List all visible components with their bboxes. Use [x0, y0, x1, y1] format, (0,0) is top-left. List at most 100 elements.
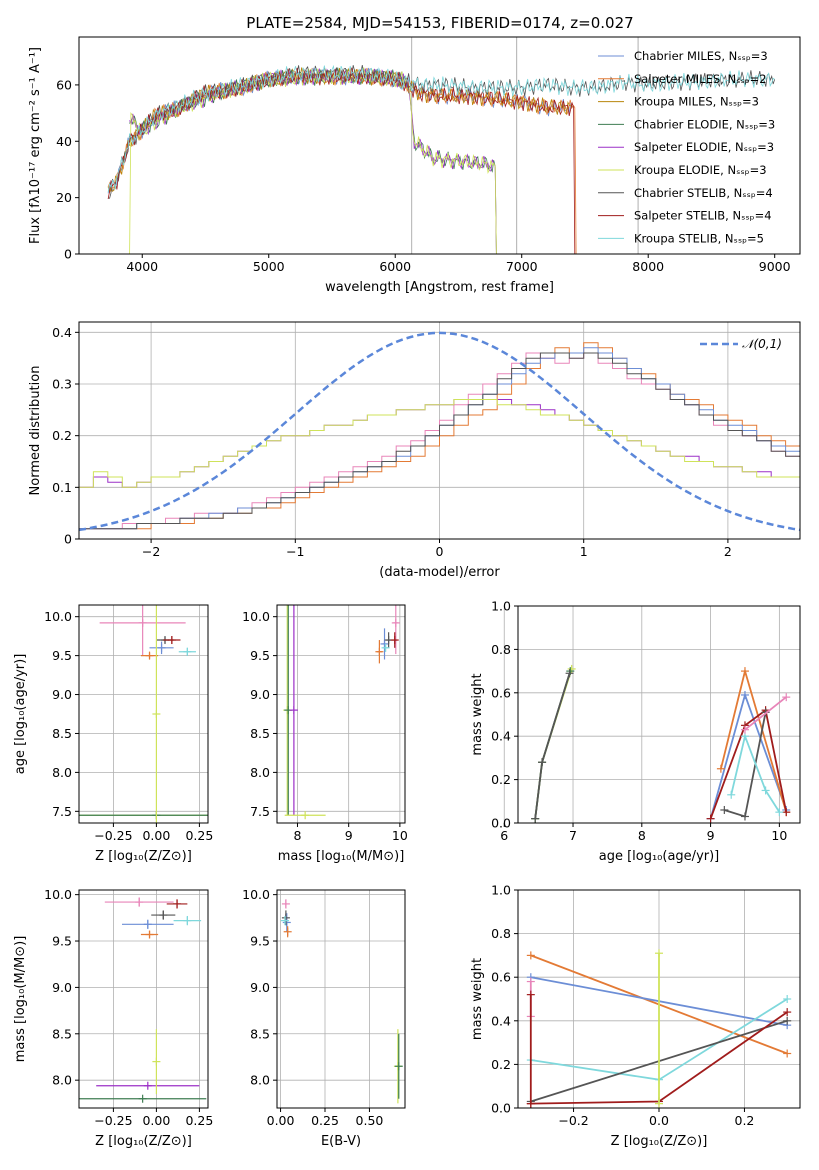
x-tick-label: 9	[345, 828, 353, 843]
age_Z-chart: −0.25 0.00 0.25 7.5 8.0 8.5 9.0 9.5 10.0 Z [log₁₀…	[13, 604, 213, 864]
x-tick-label: 7000	[506, 259, 538, 274]
y-tick-label: 9.5	[52, 934, 72, 949]
y-tick-label: 9.5	[250, 934, 270, 949]
y-tick-label: 9.5	[52, 648, 72, 663]
axes-frame	[78, 604, 209, 824]
x-tick-label: −0.2	[558, 1113, 588, 1128]
spectrum-chart: 4000 5000 6000 7000 8000 9000 0 20 40 60 wavelengt…	[28, 36, 801, 295]
x-tick-label: 0.0	[649, 1113, 669, 1128]
errorbar-points	[79, 897, 207, 1103]
x-tick-label: 5000	[253, 259, 285, 274]
axes-frame	[78, 889, 209, 1109]
legend-label: Chabrier MILES, Nₛₛₚ=3	[634, 49, 768, 63]
residuals-chart: −2 −1 0 1 2 0 0.1 0.2 0.3 0.4 (data-model)/error No…	[28, 321, 801, 580]
axes-frame	[78, 36, 801, 255]
y-axis-label: age [log₁₀(age/yr)]	[13, 654, 28, 775]
y-tick-label: 40	[56, 134, 72, 149]
y-tick-label: 8.0	[250, 765, 270, 780]
legend-label: Salpeter MILES, Nₛₛₚ=2	[634, 72, 767, 86]
y-tick-label: 20	[56, 190, 72, 205]
y-tick-label: 9.0	[250, 980, 270, 995]
residual-steps	[79, 331, 800, 532]
legend-label: Salpeter STELIB, Nₛₛₚ=4	[634, 209, 772, 223]
y-tick-label: 0.0	[491, 816, 511, 831]
gaussian-curve	[79, 331, 800, 532]
y-tick-label: 9.5	[250, 648, 270, 663]
y-tick-label: 8.5	[250, 1026, 270, 1041]
x-tick-label: 0.00	[267, 1113, 295, 1128]
histogram-step	[79, 399, 800, 488]
y-tick-label: 0.3	[52, 377, 72, 392]
y-tick-label: 10.0	[242, 887, 270, 902]
legend-label: 𝒩(0,1)	[742, 337, 782, 351]
legend-label: Kroupa STELIB, Nₛₛₚ=5	[634, 231, 764, 245]
x-tick-label: 2	[724, 544, 732, 559]
y-tick-label: 60	[56, 77, 72, 92]
legend-label: Chabrier STELIB, Nₛₛₚ=4	[634, 186, 773, 200]
y-tick-label: 10.0	[44, 887, 72, 902]
mass_Z-chart: −0.25 0.00 0.25 8.0 8.5 9.0 9.5 10.0 Z [log₁₀(Z/…	[13, 887, 213, 1149]
x-tick-label: 4000	[126, 259, 158, 274]
y-tick-label: 0.2	[52, 428, 72, 443]
spectrum-lines	[107, 64, 776, 254]
y-tick-label: 0	[64, 247, 72, 262]
y-tick-label: 9.0	[250, 687, 270, 702]
series-line	[107, 67, 577, 254]
x-tick-label: 6000	[379, 259, 411, 274]
axes-frame	[517, 605, 801, 824]
x-tick-label: 0	[436, 544, 444, 559]
x-tick-label: 0.25	[311, 1113, 339, 1128]
figure-title: PLATE=2584, MJD=54153, FIBERID=0174, z=0…	[246, 14, 633, 32]
y-tick-label: 8.0	[52, 765, 72, 780]
legend-label: Kroupa ELODIE, Nₛₛₚ=3	[634, 163, 767, 177]
x-tick-label: 9	[707, 828, 715, 843]
y-tick-label: 0.2	[491, 1057, 511, 1072]
errorbar-points	[281, 899, 403, 1104]
axes-frame	[276, 889, 406, 1109]
x-tick-label: 0.00	[142, 828, 170, 843]
weight_Z-chart: −0.2 0.0 0.2 0.0 0.2 0.4 0.6 0.8 1.0 Z [log₁₀(Z/Z…	[470, 883, 801, 1149]
y-axis-label: mass weight	[470, 673, 485, 755]
x-axis-label: age [log₁₀(age/yr)]	[599, 849, 720, 864]
y-tick-label: 8.0	[250, 1073, 270, 1088]
y-tick-label: 1.0	[491, 883, 511, 898]
x-tick-label: −2	[142, 544, 160, 559]
x-tick-label: −1	[286, 544, 304, 559]
weight-line	[534, 673, 571, 819]
x-tick-label: 8	[294, 828, 302, 843]
x-tick-label: 8	[638, 828, 646, 843]
x-axis-label: Z [log₁₀(Z/Z⊙)]	[95, 849, 192, 864]
x-tick-label: 0.00	[142, 1113, 170, 1128]
y-tick-label: 9.0	[52, 687, 72, 702]
weight-line	[709, 708, 788, 820]
x-tick-label: 0.2	[735, 1113, 755, 1128]
x-axis-label: wavelength [Angstrom, rest frame]	[325, 280, 554, 295]
y-tick-label: 8.5	[52, 1026, 72, 1041]
x-tick-label: 10	[392, 828, 408, 843]
y-tick-label: 0.1	[52, 480, 72, 495]
weight-line	[730, 733, 781, 813]
x-tick-label: 9000	[759, 259, 791, 274]
weight-line	[744, 696, 787, 731]
errorbar-points	[283, 605, 400, 820]
x-tick-label: 10	[771, 828, 787, 843]
series-line	[107, 67, 576, 254]
weight_age-chart: 6 7 8 9 10 0.0 0.2 0.4 0.6 0.8 1.0 age [log₁₀(age/y…	[470, 599, 801, 864]
series-line	[107, 64, 775, 193]
y-tick-label: 0.4	[491, 729, 511, 744]
y-tick-label: 0.8	[491, 642, 511, 657]
x-tick-label: −0.25	[94, 828, 132, 843]
y-tick-label: 0.4	[491, 1013, 511, 1028]
y-tick-label: 0.0	[491, 1101, 511, 1116]
age_mass-chart: 8 9 10 7.5 8.0 8.5 9.0 9.5 10.0 mass [log₁₀(M/M⊙)…	[242, 604, 408, 864]
y-tick-label: 0	[64, 532, 72, 547]
x-tick-label: −0.25	[94, 1113, 132, 1128]
legend-label: Chabrier ELODIE, Nₛₛₚ=3	[634, 117, 775, 131]
x-tick-label: 0.50	[356, 1113, 384, 1128]
y-tick-label: 8.5	[52, 726, 72, 741]
y-axis-label: Normed distribution	[28, 366, 43, 496]
y-tick-label: 7.5	[250, 804, 270, 819]
y-tick-label: 0.4	[52, 325, 72, 340]
x-tick-label: 0.25	[185, 828, 213, 843]
